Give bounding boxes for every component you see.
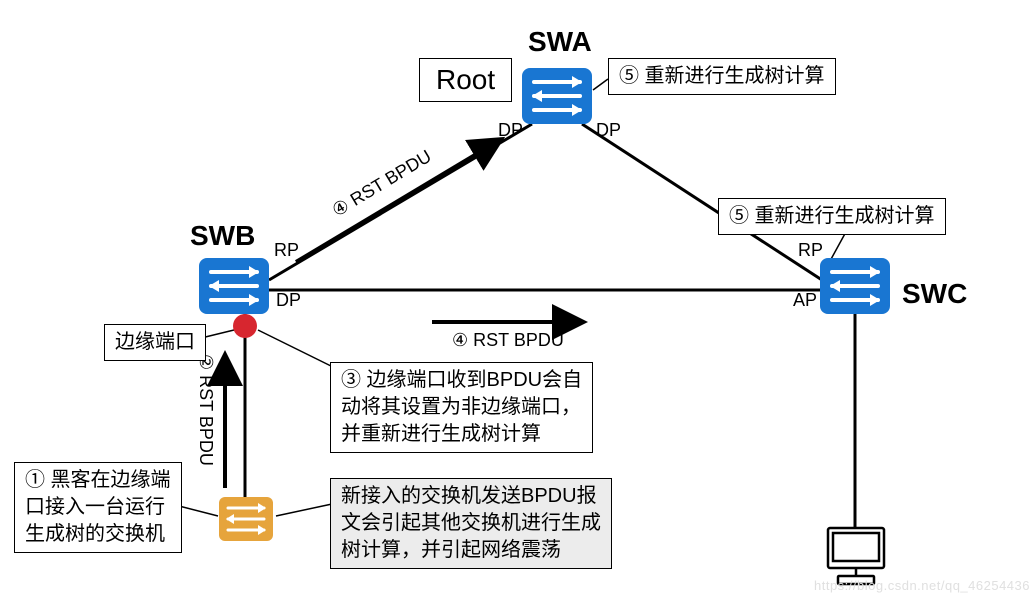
port-swb-top: RP xyxy=(274,240,299,261)
box-step5b: ⑤ 重新进行生成树计算 xyxy=(718,198,946,235)
port-swb-right: DP xyxy=(276,290,301,311)
box-step5a: ⑤ 重新进行生成树计算 xyxy=(608,58,836,95)
bpdu-4-mid: ④ RST BPDU xyxy=(452,330,564,351)
diagram-canvas: SWA SWB SWC Root DP DP RP DP RP AP ④ RST… xyxy=(0,0,1036,597)
root-box: Root xyxy=(419,58,512,102)
swb-label: SWB xyxy=(190,220,255,252)
switch-swb xyxy=(199,258,269,314)
box-step3: ③ 边缘端口收到BPDU会自 动将其设置为非边缘端口， 并重新进行生成树计算 xyxy=(330,362,593,453)
bpdu-2: ② RST BPDU xyxy=(195,354,216,466)
switch-attacker xyxy=(219,497,273,541)
swa-label: SWA xyxy=(528,26,592,58)
pc-icon xyxy=(828,528,884,584)
box-new-switch: 新接入的交换机发送BPDU报 文会引起其他交换机进行生成 树计算，并引起网络震荡 xyxy=(330,478,612,569)
switch-swa xyxy=(522,68,592,124)
swc-label: SWC xyxy=(902,278,967,310)
box-step1: ① 黑客在边缘端 口接入一台运行 生成树的交换机 xyxy=(14,462,182,553)
port-swa-left: DP xyxy=(498,120,523,141)
port-swc-top: RP xyxy=(798,240,823,261)
box-edge-port: 边缘端口 xyxy=(104,324,206,361)
port-swc-left: AP xyxy=(793,290,817,311)
watermark: https://blog.csdn.net/qq_46254436 xyxy=(814,578,1030,593)
switch-swc xyxy=(820,258,890,314)
port-swa-right: DP xyxy=(596,120,621,141)
edge-port-dot xyxy=(233,314,257,338)
edges xyxy=(245,124,855,528)
